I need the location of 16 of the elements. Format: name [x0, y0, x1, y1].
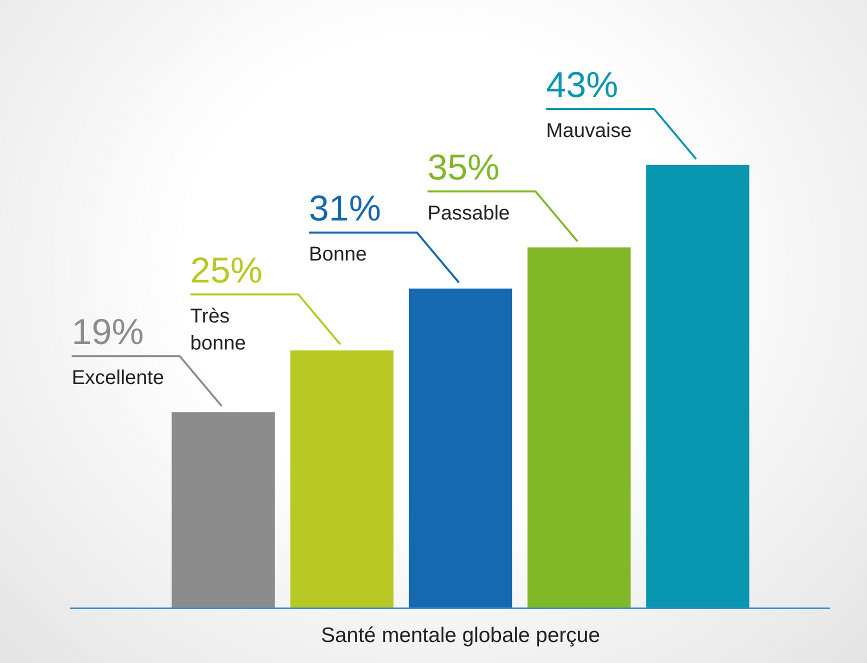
- data-label: 43%: [546, 64, 618, 105]
- bar: [408, 288, 512, 608]
- data-label: 35%: [428, 146, 500, 188]
- annotation: Très bonne: [190, 305, 246, 354]
- annotation: Bonne: [308, 244, 367, 266]
- text: Mauvaise: [546, 120, 632, 142]
- annotation: Passable: [428, 202, 510, 224]
- data-label: 19%: [72, 311, 144, 352]
- data-label: 25%: [190, 249, 262, 290]
- bar: [290, 350, 394, 608]
- bar: [528, 247, 631, 608]
- bar: [646, 165, 750, 608]
- annotation: Excellente: [72, 367, 164, 390]
- bar: [172, 412, 275, 608]
- data-label: 31%: [308, 188, 381, 229]
- x-axis-title: Santé mentale globale perçue: [320, 624, 600, 648]
